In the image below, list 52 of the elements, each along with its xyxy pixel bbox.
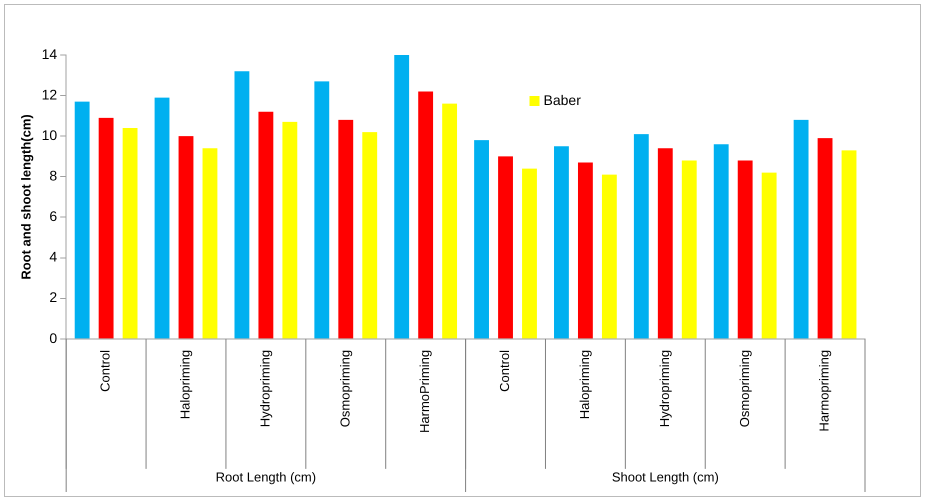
bar: [74, 102, 90, 338]
x-tick-label: Osmopriming: [337, 350, 352, 428]
y-tick-label: 2: [49, 289, 58, 306]
x-tick-label: Osmopriming: [736, 350, 752, 428]
bar: [634, 134, 649, 338]
bar: [794, 120, 809, 338]
bar: [602, 174, 617, 338]
x-tick-label: Harmopriming: [816, 350, 832, 432]
legend-label: Baber: [543, 92, 582, 108]
bar: [474, 140, 489, 338]
bar: [682, 160, 697, 338]
y-axis-title: Root and shoot length(cm): [18, 114, 34, 280]
y-tick-label: 14: [42, 46, 58, 62]
x-tick-label: Hydropriming: [257, 350, 272, 428]
text: Shoot Length (cm): [612, 470, 719, 485]
bar: [418, 92, 434, 338]
bar: [394, 55, 410, 338]
bar: [234, 71, 250, 338]
bar: [762, 172, 777, 338]
bar: [362, 132, 378, 338]
y-tick-label: 8: [49, 168, 58, 184]
bar: [258, 112, 274, 338]
y-tick-label: 4: [49, 248, 58, 265]
bar: [714, 144, 729, 338]
x-tick-label: HarmoPriming: [417, 350, 432, 434]
bar: [122, 128, 138, 338]
bar: [178, 136, 194, 338]
y-tick-label: 10: [42, 126, 58, 143]
bar: [314, 81, 330, 338]
bar: [818, 138, 832, 338]
x-tick-label: Control: [98, 350, 113, 392]
y-tick-label: 6: [49, 208, 58, 224]
bar: [554, 146, 569, 338]
x-tick-label: Halopriming: [178, 350, 193, 420]
bar: [842, 150, 856, 338]
bar: [202, 148, 218, 338]
x-tick-label: Hydropriming: [656, 350, 672, 428]
bar: [338, 120, 354, 338]
bar: [578, 162, 593, 338]
bar: [498, 156, 513, 338]
bar: [522, 168, 537, 338]
bar: [154, 98, 170, 338]
bar: [282, 122, 298, 338]
bar: [442, 104, 458, 338]
bar: [98, 118, 114, 338]
y-tick-label: 12: [42, 86, 58, 102]
bar: [658, 148, 673, 338]
text: Root Length (cm): [216, 470, 316, 485]
x-tick-label: Control: [497, 350, 512, 392]
x-tick-label: Halopriming: [576, 350, 592, 420]
y-tick-label: 0: [49, 330, 58, 346]
bar: [738, 160, 753, 338]
